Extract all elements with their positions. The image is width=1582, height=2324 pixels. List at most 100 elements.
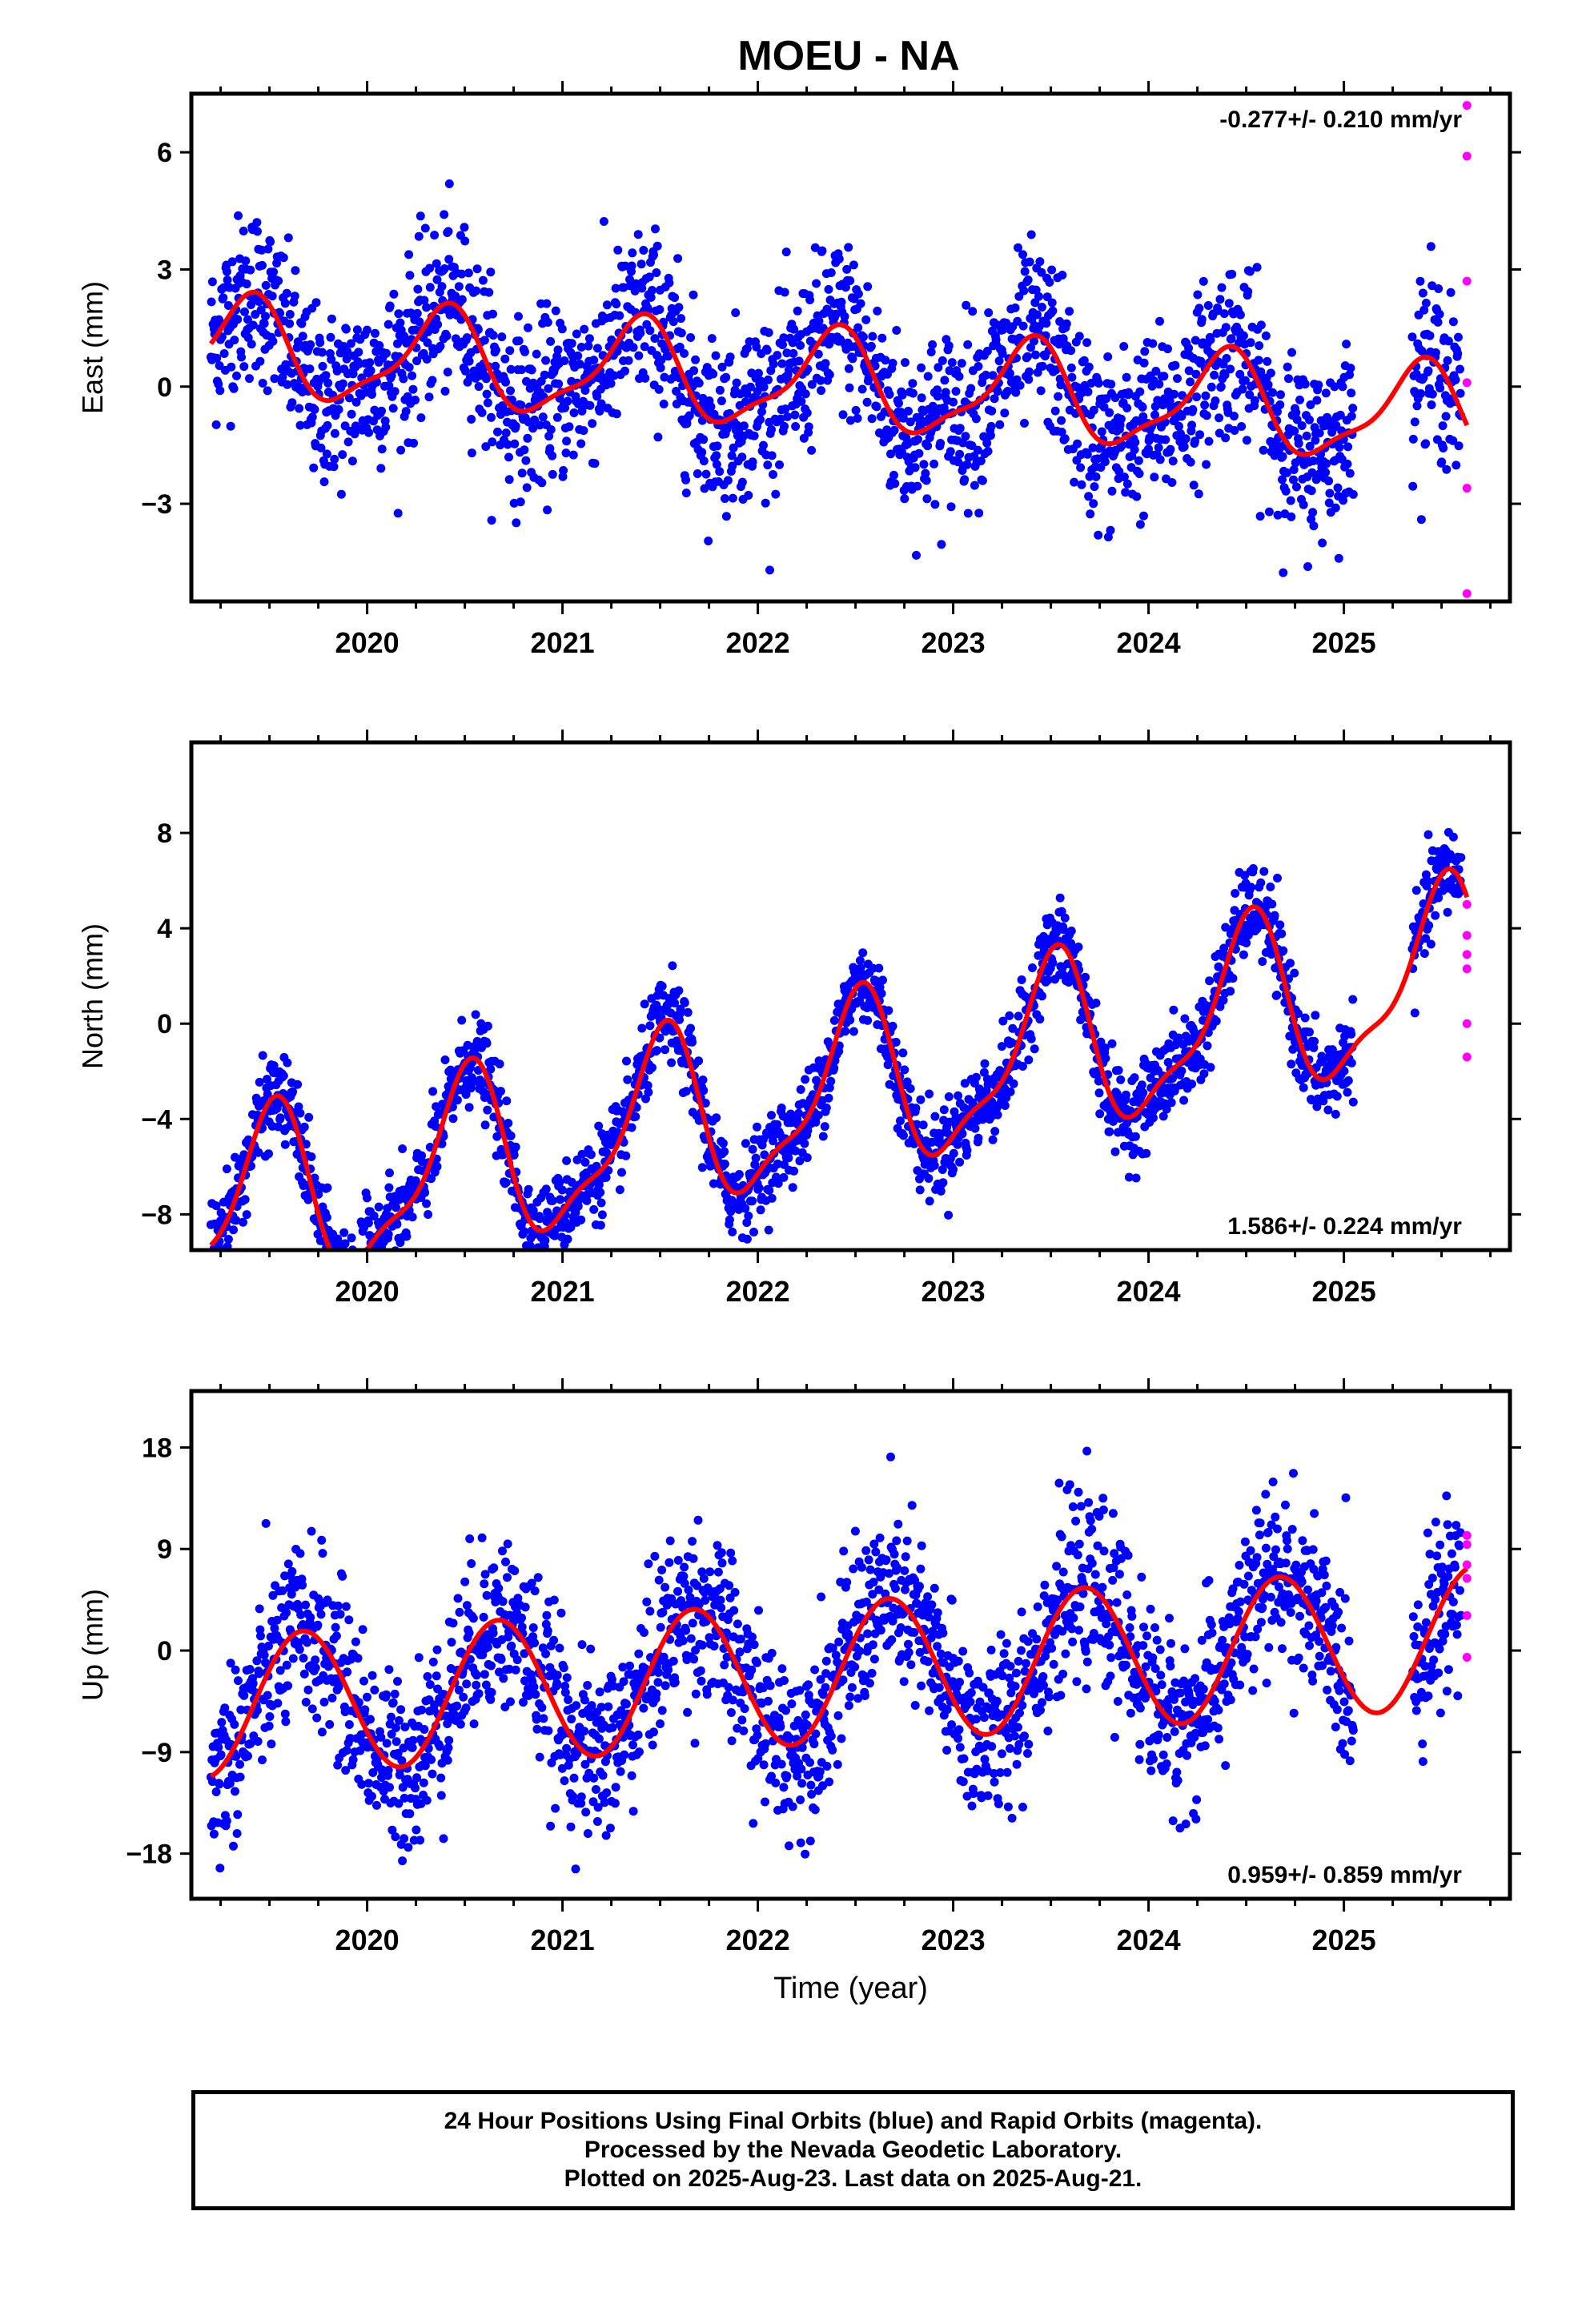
data-point	[1177, 1066, 1186, 1076]
data-point	[380, 416, 390, 426]
data-point	[347, 1266, 355, 1275]
data-point	[461, 1090, 471, 1100]
data-point	[420, 1188, 430, 1197]
data-point	[707, 334, 717, 344]
data-point	[444, 255, 454, 264]
data-point	[552, 412, 562, 422]
data-point	[323, 1183, 332, 1192]
data-point	[751, 1153, 761, 1163]
data-point	[343, 347, 352, 356]
data-point	[756, 1205, 765, 1215]
data-point	[905, 417, 915, 427]
data-point	[1081, 972, 1090, 982]
data-point	[1290, 968, 1299, 978]
data-point	[1018, 250, 1027, 259]
data-point	[1197, 315, 1207, 324]
data-point	[1250, 396, 1259, 405]
data-point	[261, 280, 271, 290]
x-tick-label: 2024	[1117, 1275, 1181, 1308]
data-point	[316, 1610, 326, 1619]
data-point	[868, 332, 877, 341]
data-point	[915, 1185, 925, 1195]
data-point	[748, 1144, 757, 1154]
chart-title: MOEU - NA	[737, 33, 960, 79]
data-point	[675, 342, 685, 352]
data-point	[1010, 303, 1020, 312]
data-point	[225, 1779, 235, 1788]
data-point	[734, 1170, 744, 1179]
data-point	[576, 1215, 586, 1224]
data-point	[1434, 893, 1443, 903]
data-point	[307, 1526, 316, 1536]
data-point	[1435, 309, 1444, 319]
data-point	[472, 286, 481, 296]
data-point	[488, 331, 498, 340]
data-point	[437, 282, 447, 292]
data-point	[311, 1655, 320, 1665]
data-point	[1100, 1043, 1110, 1052]
data-point	[234, 211, 243, 220]
data-point	[818, 1132, 828, 1141]
data-point	[1140, 347, 1150, 356]
data-point	[1048, 958, 1058, 967]
data-point	[939, 1105, 949, 1115]
data-point	[636, 259, 646, 269]
data-point	[452, 1096, 462, 1105]
data-point	[1084, 492, 1094, 501]
data-point	[294, 1638, 303, 1647]
data-point	[588, 419, 597, 428]
rapid-point	[1462, 276, 1472, 286]
data-point	[925, 1196, 934, 1206]
data-point	[592, 344, 602, 353]
data-point	[233, 315, 243, 324]
data-point	[1017, 975, 1026, 984]
data-point	[293, 1080, 303, 1089]
data-point	[246, 265, 255, 275]
data-point	[259, 319, 269, 328]
data-point	[451, 292, 460, 301]
data-point	[963, 340, 973, 349]
data-point	[1180, 1014, 1190, 1023]
data-point	[1266, 368, 1275, 378]
data-point	[377, 406, 386, 416]
data-point	[1106, 380, 1116, 389]
data-point	[1283, 468, 1291, 477]
data-point	[881, 356, 890, 365]
data-point	[275, 1113, 285, 1123]
x-tick-label: 2025	[1312, 626, 1376, 659]
rapid-point	[1462, 589, 1472, 598]
data-point	[428, 376, 437, 385]
y-tick-label: −8	[141, 1200, 172, 1230]
data-point	[954, 1091, 963, 1100]
data-point	[239, 362, 249, 372]
data-point	[1119, 472, 1129, 482]
data-point	[644, 1088, 653, 1097]
data-point	[576, 343, 586, 352]
data-point	[514, 336, 524, 346]
data-point	[1227, 334, 1236, 344]
data-point	[391, 1737, 401, 1747]
data-point	[1173, 374, 1182, 384]
data-point	[1019, 286, 1029, 296]
data-point	[1187, 1080, 1197, 1089]
data-point	[506, 1131, 516, 1140]
data-point	[255, 1669, 263, 1679]
data-point	[550, 1251, 559, 1260]
data-point	[319, 477, 329, 487]
data-point	[627, 1123, 636, 1132]
data-point	[1219, 943, 1229, 953]
data-point	[1263, 356, 1272, 366]
data-point	[524, 1184, 533, 1194]
data-point	[1229, 412, 1239, 421]
data-point	[341, 324, 351, 334]
data-point	[256, 1631, 265, 1641]
data-point	[973, 445, 982, 455]
y-tick-label: 8	[157, 818, 172, 849]
data-point	[1057, 428, 1066, 436]
data-point	[749, 431, 759, 440]
data-point	[918, 1120, 928, 1130]
data-point	[527, 365, 536, 375]
data-point	[1412, 401, 1422, 411]
data-point	[651, 224, 660, 234]
data-point	[1066, 346, 1076, 356]
